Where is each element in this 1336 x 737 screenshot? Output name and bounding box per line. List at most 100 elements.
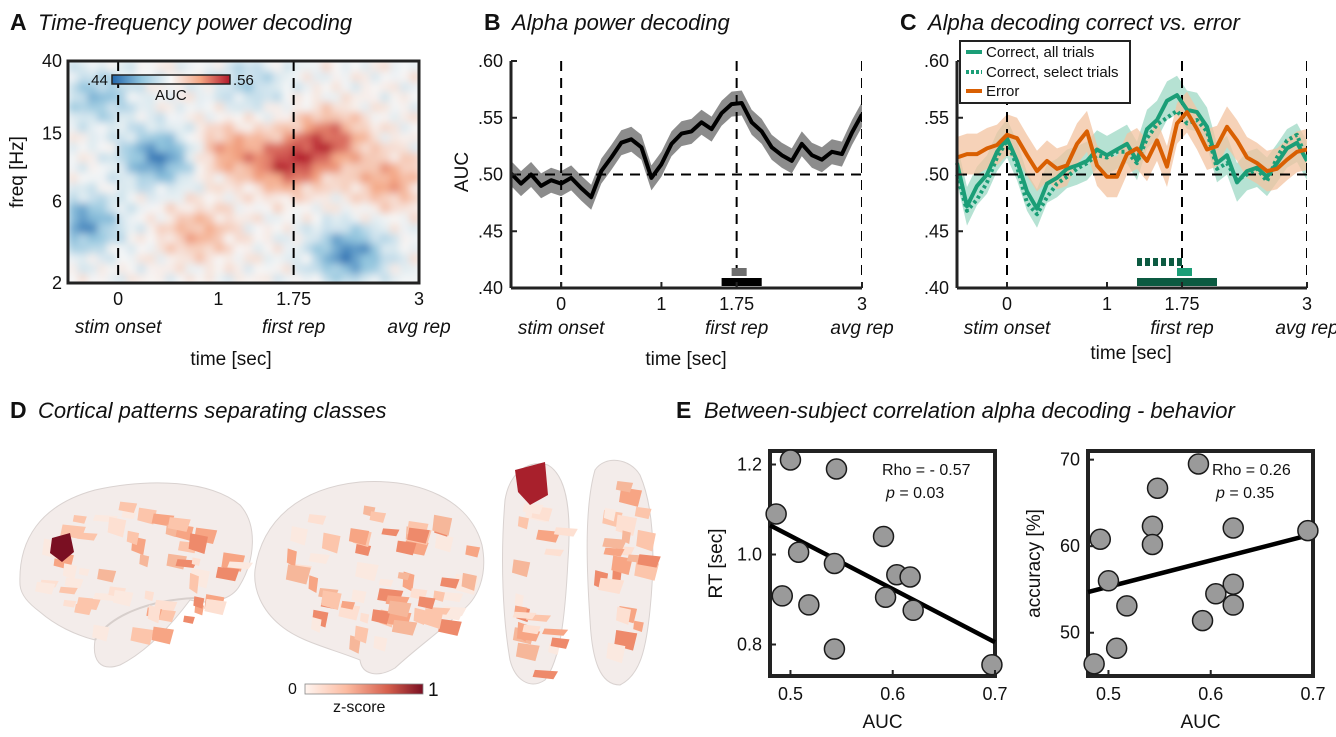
heatmap-cell — [380, 141, 391, 153]
heatmap-cell — [87, 121, 99, 133]
heatmap-cell — [311, 212, 323, 224]
heatmap-cell — [341, 61, 352, 73]
heatmap-cell — [136, 91, 147, 103]
cortical-patch — [354, 625, 369, 644]
cortical-patch — [321, 590, 342, 611]
cortical-patch — [391, 619, 418, 636]
heatmap-cell — [146, 272, 157, 283]
heatmap-cell — [233, 141, 245, 153]
cortical-patch — [188, 533, 208, 554]
heatmap-cell — [370, 121, 381, 133]
heatmap-cell — [243, 131, 255, 143]
heatmap-cell — [185, 232, 196, 244]
heatmap-cell — [136, 272, 147, 283]
heatmap-cell — [321, 222, 333, 234]
scatter-point — [1141, 533, 1164, 556]
heatmap-cell — [321, 161, 333, 173]
heatmap-cell — [224, 202, 235, 214]
heatmap-cell — [175, 272, 186, 283]
z-score-colorbar-bar — [304, 683, 424, 695]
heatmap-cell — [243, 192, 255, 204]
heatmap-cell — [77, 252, 89, 264]
panel-c-x-ticks: 0 1 1.75 3 — [1002, 282, 1312, 314]
heatmap-cell — [214, 111, 225, 123]
heatmap-cell — [350, 81, 362, 93]
heatmap-cell — [224, 121, 235, 133]
heatmap-cell — [194, 272, 206, 283]
heatmap-cell — [370, 252, 381, 264]
heatmap-cell — [380, 71, 391, 83]
heatmap-cell — [126, 212, 138, 224]
heatmap-cell — [194, 222, 206, 234]
heatmap-cell — [224, 111, 235, 123]
heatmap-cell — [399, 232, 411, 244]
heatmap-cell — [136, 192, 147, 204]
heatmap-cell — [370, 111, 381, 123]
heatmap-cell — [341, 182, 352, 194]
cortical-patch — [63, 599, 77, 608]
heatmap-cell — [194, 172, 206, 184]
heatmap-cell — [253, 151, 264, 163]
brain-left-patches — [35, 501, 253, 645]
x-tick-label: 0 — [113, 289, 123, 309]
heatmap-cell — [214, 222, 225, 234]
panel-e-title: Between-subject correlation alpha decodi… — [704, 398, 1236, 423]
heatmap-cell — [341, 131, 352, 143]
heatmap-cell — [380, 222, 391, 234]
heatmap-cell — [165, 101, 177, 113]
heatmap-cell — [263, 192, 274, 204]
heatmap-cell — [185, 131, 196, 143]
heatmap-cell — [136, 111, 147, 123]
scatter-point — [1089, 528, 1112, 551]
heatmap-cell — [341, 71, 352, 83]
heatmap-cell — [77, 131, 89, 143]
heatmap-cell — [233, 121, 245, 133]
heatmap-cell — [116, 192, 128, 204]
heatmap-cell — [360, 242, 372, 254]
heatmap-cell — [224, 101, 235, 113]
heatmap-cell — [399, 151, 411, 163]
heatmap-cell — [253, 111, 264, 123]
panel-e-accuracy-scatter: 50 60 70 0.5 0.6 0.7 AUC accuracy [%] Rho = 0.26… — [1024, 449, 1326, 733]
heatmap-cell — [175, 151, 186, 163]
cortical-patch — [183, 615, 195, 624]
cortical-patch — [606, 642, 626, 664]
heatmap-cell — [380, 131, 391, 143]
heatmap-cell — [224, 222, 235, 234]
heatmap-cell — [233, 71, 245, 83]
heatmap-cell — [389, 242, 401, 254]
heatmap-cell — [321, 81, 333, 93]
z-colorbar-min-label: 0 — [288, 681, 297, 698]
cortical-patch — [417, 596, 436, 610]
heatmap-cell — [136, 212, 147, 224]
heatmap-cell — [214, 242, 225, 254]
heatmap-cell — [341, 81, 352, 93]
cortical-patch — [371, 609, 391, 625]
heatmap-cell — [321, 262, 333, 274]
cortical-patch — [542, 628, 569, 636]
cortical-patch — [227, 561, 253, 570]
heatmap-cell — [233, 161, 245, 173]
y-tick-label: 40 — [42, 51, 62, 71]
heatmap-cell — [126, 182, 138, 194]
heatmap-cell — [341, 172, 352, 184]
heatmap-cell — [175, 202, 186, 214]
heatmap-cell — [350, 121, 362, 133]
heatmap-cell — [146, 182, 157, 194]
heatmap-cell — [311, 151, 323, 163]
scatter-point — [1187, 453, 1210, 475]
heatmap-cell — [116, 252, 128, 264]
x-tick-label: 1.75 — [719, 294, 754, 314]
heatmap-cell — [165, 252, 177, 264]
cortical-patch — [285, 564, 311, 585]
heatmap-cell — [272, 202, 284, 214]
scatter-point — [823, 638, 846, 660]
heatmap-cell — [155, 272, 167, 283]
heatmap-cell — [97, 202, 108, 214]
heatmap-cell — [68, 202, 79, 214]
heatmap-cell — [263, 81, 274, 93]
cortical-patch — [636, 529, 656, 552]
heatmap-cell — [243, 242, 255, 254]
heatmap-cell — [389, 111, 401, 123]
heatmap-cell — [126, 272, 138, 283]
